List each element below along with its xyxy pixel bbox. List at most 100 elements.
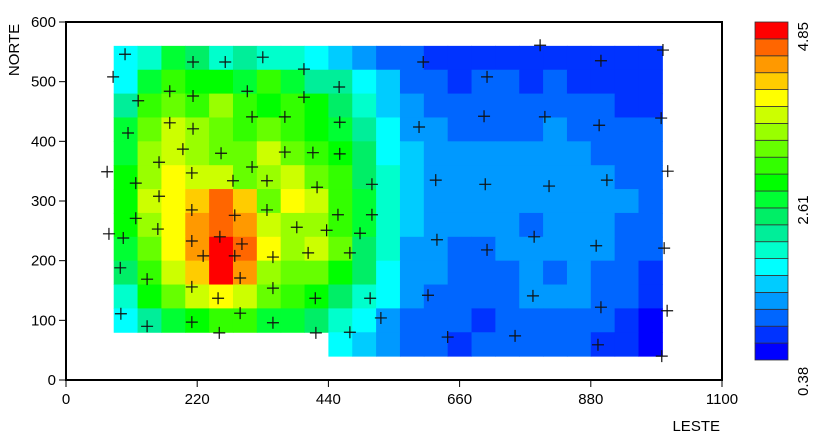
heatmap-cell (590, 93, 616, 118)
heatmap-cell (447, 45, 473, 71)
heatmap-cell (232, 69, 258, 95)
heatmap-cell (423, 260, 449, 286)
heatmap-cell (161, 284, 186, 309)
heatmap-cell (543, 117, 568, 142)
heatmap-cell (209, 260, 234, 286)
sample-point-cross (430, 233, 443, 246)
heatmap-cell (447, 117, 473, 142)
sample-point-cross (163, 116, 176, 129)
heatmap-cell (304, 117, 329, 142)
y-tick-label: 300 (31, 193, 56, 210)
heatmap-cell (280, 45, 306, 71)
heatmap-cell (614, 69, 640, 95)
heatmap-cell (209, 284, 234, 309)
heatmap-cell (304, 69, 329, 95)
heatmap-cell (543, 93, 568, 118)
heatmap-cell (566, 93, 592, 118)
sample-point-cross (364, 292, 377, 305)
heatmap-cell (519, 236, 544, 262)
heatmap-cell (280, 165, 306, 190)
heatmap-cell (328, 308, 353, 333)
sample-point-cross (228, 209, 241, 222)
sample-point-cross (479, 178, 492, 191)
heatmap-cell (638, 69, 663, 95)
heatmap-cell (113, 189, 139, 214)
heatmap-cell (280, 189, 306, 214)
heatmap-cell (137, 260, 162, 286)
sample-point-cross (266, 282, 279, 295)
sample-point-cross (333, 147, 346, 160)
heatmap-cell (185, 212, 210, 238)
heatmap-cell (590, 308, 616, 333)
heatmap-cell (638, 332, 663, 357)
heatmap-cell (376, 284, 401, 309)
heatmap-cell (543, 69, 568, 95)
heatmap-cell (352, 141, 377, 166)
heatmap-cell (638, 117, 663, 142)
heatmap-cell (209, 45, 234, 71)
heatmap-cell (566, 236, 592, 262)
sample-point-cross (333, 81, 346, 94)
sample-point-cross (478, 110, 491, 123)
sample-point-cross (101, 165, 114, 178)
sample-point-cross (176, 143, 189, 156)
x-axis: 0 220 440 660 880 1100 (62, 380, 738, 408)
heatmap-cell (471, 284, 496, 309)
heatmap-cell (161, 141, 186, 166)
sample-point-cross (213, 230, 226, 243)
heatmap-cell (280, 308, 306, 333)
sample-point-cross (311, 181, 324, 194)
heatmap-cell (566, 212, 592, 238)
heatmap-cell (519, 93, 544, 118)
heatmap-cell (519, 165, 544, 190)
heatmap-cell (614, 212, 640, 238)
sample-point-cross (538, 110, 551, 123)
heatmap-cell (161, 117, 186, 142)
sample-point-cross (278, 110, 291, 123)
heatmap-cell (566, 69, 592, 95)
heatmap-cell (423, 212, 449, 238)
heatmap-cell (161, 189, 186, 214)
sample-point-cross (421, 289, 434, 302)
heatmap-cell (495, 284, 520, 309)
heatmap-cell (161, 212, 186, 238)
heatmap-cell (399, 117, 425, 142)
heatmap-cell (566, 284, 592, 309)
heatmap-cell (495, 212, 520, 238)
heatmap-cell (232, 117, 258, 142)
heatmap-cell (495, 165, 520, 190)
heatmap-cell (495, 45, 520, 71)
heatmap-cell (376, 260, 401, 286)
heatmap-cell (209, 212, 234, 238)
sample-point-cross (163, 85, 176, 98)
colorbar-swatch (754, 342, 789, 361)
heatmap-cell (614, 260, 640, 286)
heatmap-cell (399, 141, 425, 166)
heatmap-cell (590, 284, 616, 309)
y-tick-label: 500 (31, 74, 56, 91)
colorbar-swatch (754, 173, 789, 192)
sample-point-cross (526, 289, 539, 302)
sample-point-cross (309, 292, 322, 305)
heatmap-cell (590, 212, 616, 238)
heatmap-cell (519, 308, 544, 333)
sample-point-cross (102, 227, 115, 240)
sample-point-cross (266, 251, 279, 264)
heatmap-cell (137, 236, 162, 262)
heatmap-cell (566, 308, 592, 333)
heatmap-cell (352, 308, 377, 333)
sample-point-cross (234, 307, 247, 320)
heatmap-cell (519, 69, 544, 95)
heatmap-cell (328, 165, 353, 190)
heatmap-cell (543, 308, 568, 333)
y-tick-label: 200 (31, 253, 56, 270)
heatmap-cell (185, 284, 210, 309)
heatmap-cell (399, 45, 425, 71)
colorbar-swatch (754, 106, 789, 124)
heatmap-cell (614, 117, 640, 142)
heatmap-cell (209, 308, 234, 333)
colorbar-max-label: 4.85 (795, 22, 812, 51)
heatmap-cell (423, 141, 449, 166)
heatmap-cell (328, 69, 353, 95)
heatmap-cell (543, 189, 568, 214)
